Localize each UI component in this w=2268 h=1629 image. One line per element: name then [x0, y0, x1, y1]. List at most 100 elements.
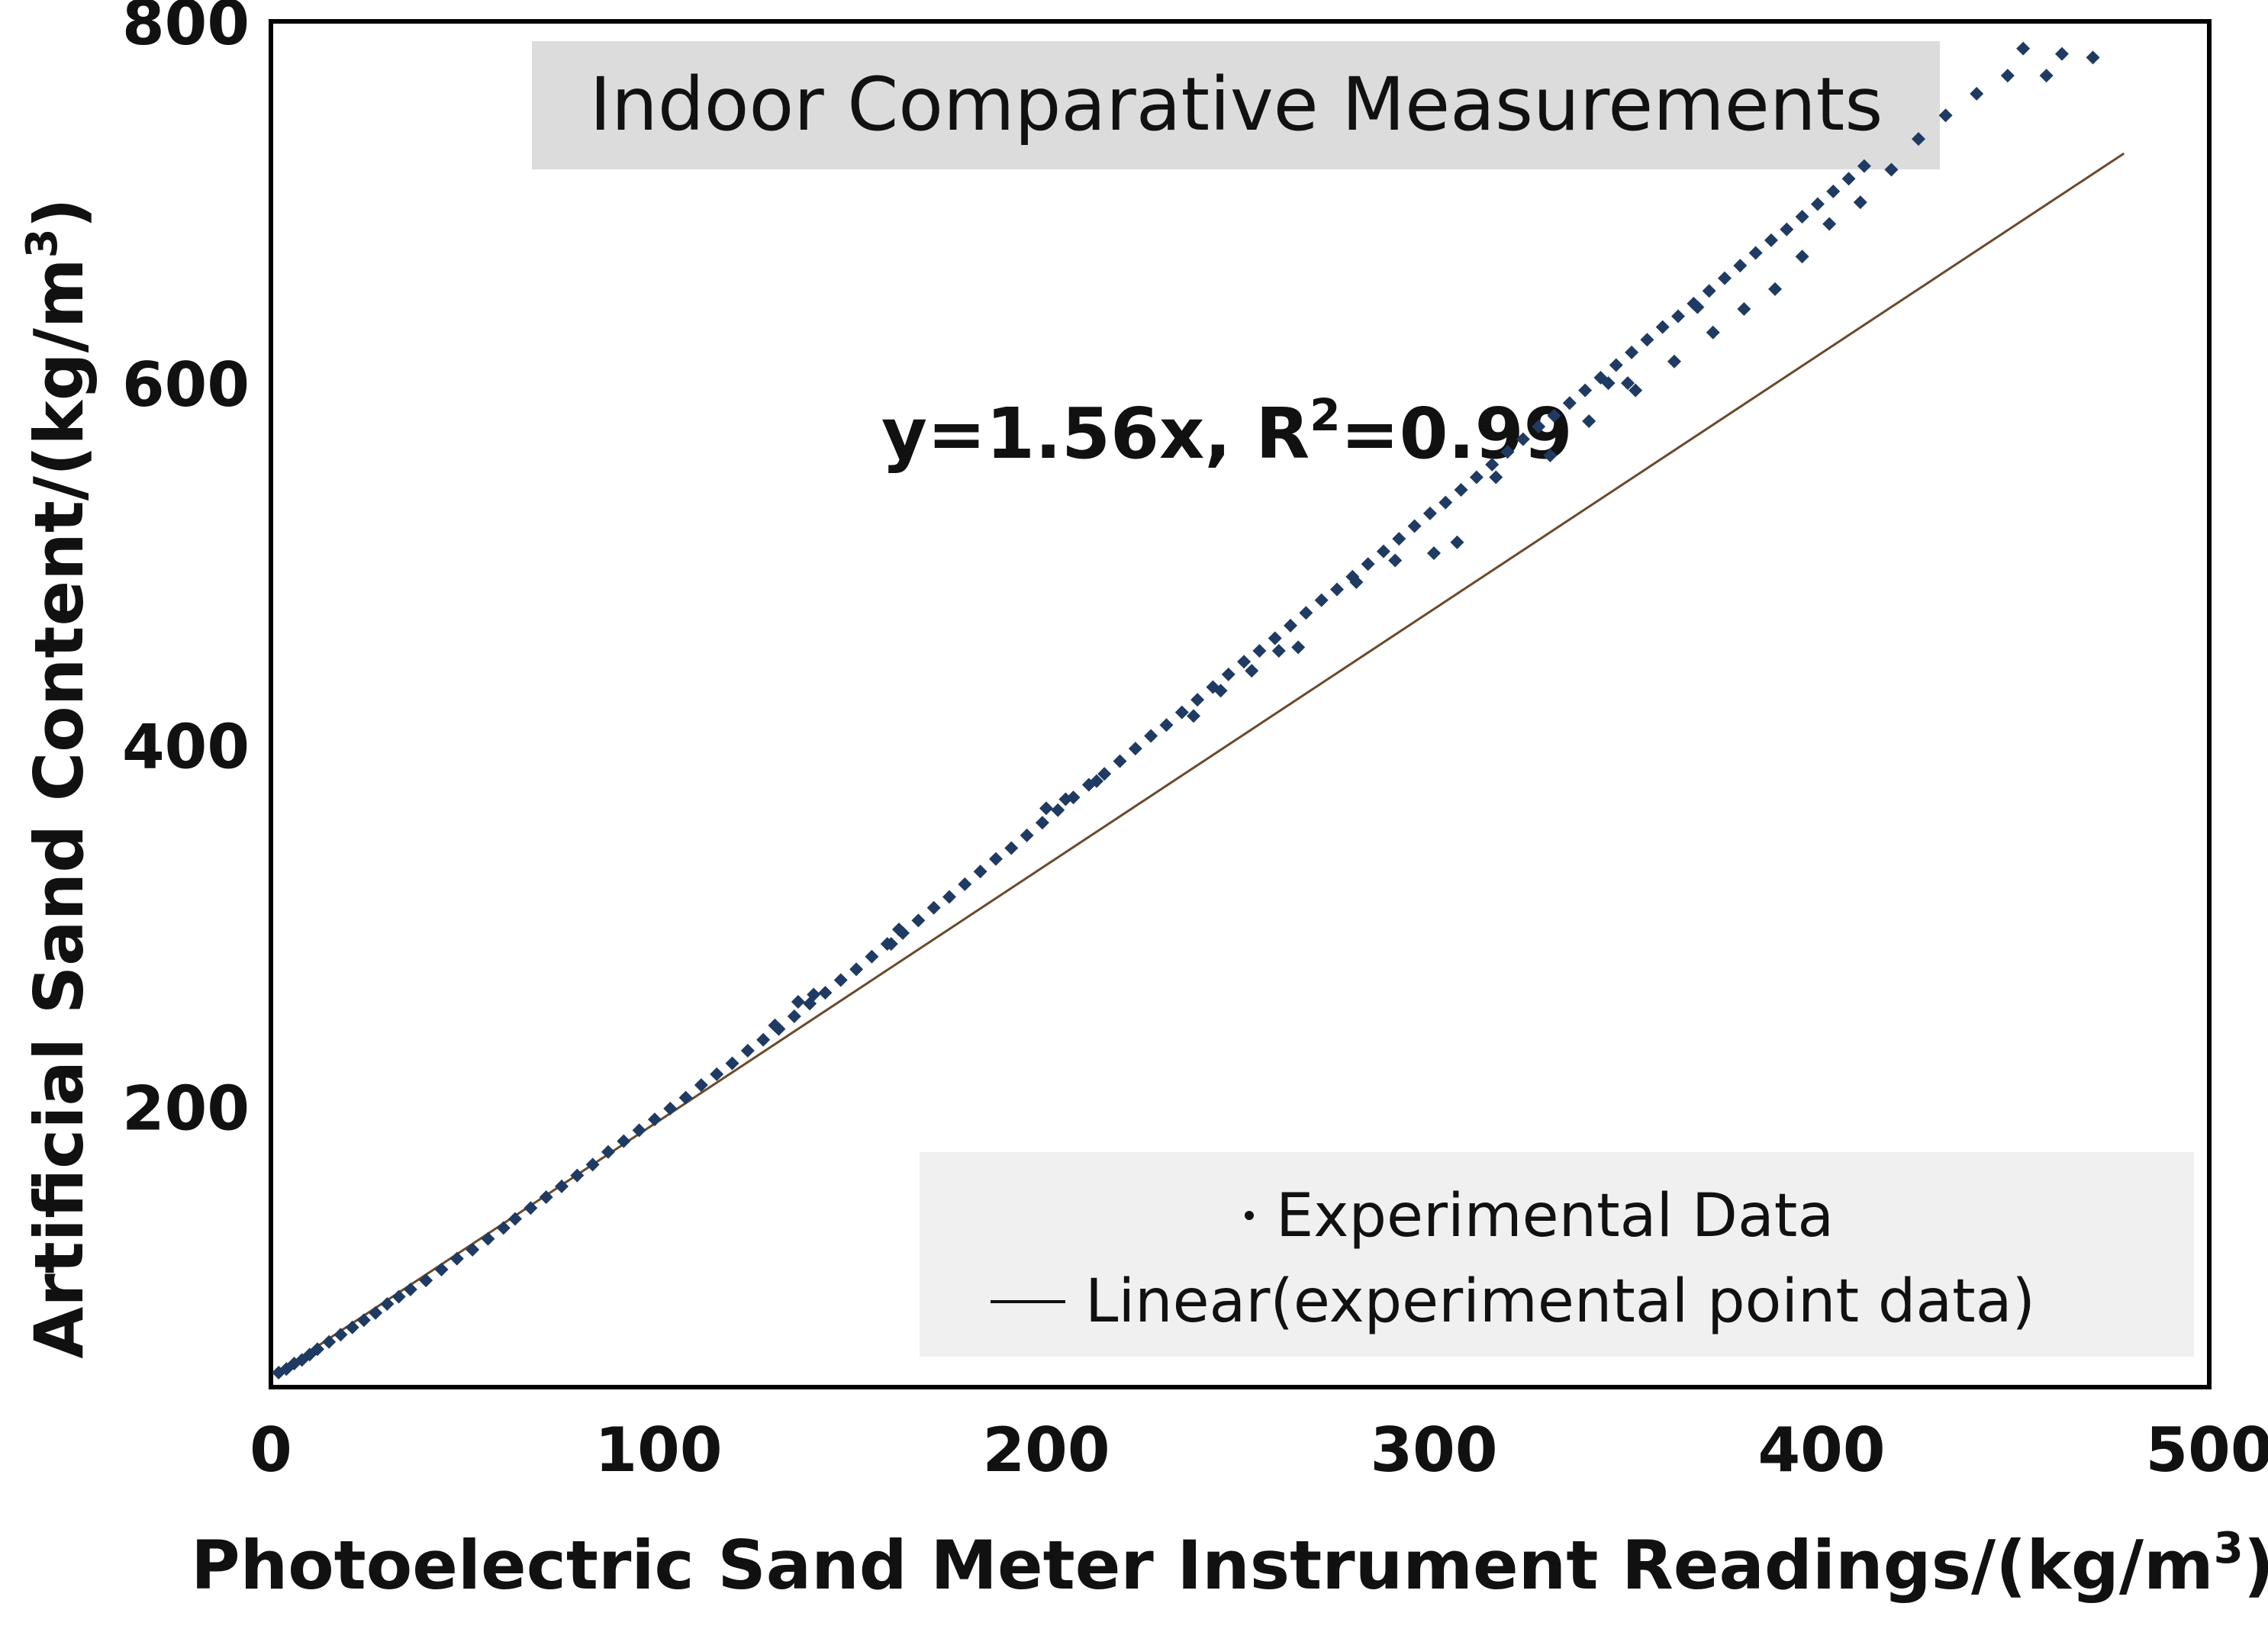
data-point — [849, 962, 863, 976]
data-point — [865, 950, 878, 964]
data-point — [1330, 582, 1344, 596]
data-point — [1272, 644, 1286, 658]
data-point — [1190, 693, 1204, 707]
data-point — [1051, 803, 1065, 817]
data-point — [1609, 358, 1623, 372]
data-point — [1826, 185, 1840, 198]
data-point — [346, 1321, 359, 1334]
x-axis-label: Photoelectric Sand Meter Instrument Read… — [191, 1524, 2268, 1605]
data-point — [1796, 210, 1809, 224]
data-point — [1780, 223, 1793, 237]
data-point — [466, 1243, 479, 1257]
data-point — [380, 1297, 394, 1311]
data-point — [791, 995, 805, 1009]
data-point — [322, 1335, 336, 1349]
data-point — [1667, 355, 1681, 369]
data-point — [1222, 668, 1235, 681]
data-point — [392, 1289, 406, 1303]
data-point — [1423, 507, 1437, 520]
data-point — [1749, 246, 1763, 259]
equation-prefix: y=1.56x, R — [881, 393, 1310, 475]
x-axis-label-sup: 3 — [2214, 1524, 2244, 1573]
y-axis-label-main: Artificial Sand Content/(kg/m — [20, 258, 98, 1358]
x-tick-label: 500 — [2146, 1415, 2268, 1486]
data-point — [1159, 718, 1173, 732]
data-point — [1455, 483, 1468, 497]
data-point — [2055, 47, 2069, 61]
data-point — [450, 1252, 464, 1266]
data-point — [1939, 108, 1953, 122]
data-point — [1129, 742, 1142, 755]
data-point — [1625, 346, 1638, 359]
data-point — [788, 1009, 801, 1023]
data-point — [2001, 69, 2015, 82]
x-tick-label: 0 — [250, 1415, 292, 1486]
legend-label-line: Linear(experimental point data) — [1085, 1267, 2035, 1336]
data-point — [958, 877, 971, 891]
data-point — [1578, 384, 1592, 398]
y-tick-label: 200 — [122, 1074, 250, 1144]
data-point — [1656, 320, 1670, 334]
data-point — [369, 1306, 382, 1320]
data-point — [927, 901, 941, 915]
equation-suffix: =0.99 — [1341, 393, 1573, 475]
x-axis-label-close: ) — [2244, 1526, 2268, 1605]
data-point — [1822, 217, 1836, 231]
y-tick-label: 600 — [122, 349, 250, 420]
data-point — [633, 1123, 646, 1137]
data-point — [1582, 414, 1596, 428]
data-point — [1113, 755, 1127, 768]
y-tick-label: 400 — [122, 711, 250, 782]
data-point — [435, 1263, 449, 1276]
data-point — [1970, 87, 1983, 101]
data-point — [1175, 706, 1189, 720]
chart-title: Indoor Comparative Measurements — [590, 62, 1883, 147]
data-point — [663, 1102, 677, 1116]
data-point — [679, 1091, 693, 1105]
data-point — [648, 1112, 662, 1126]
data-point — [481, 1232, 495, 1246]
data-point — [1284, 619, 1297, 633]
data-point — [756, 1033, 770, 1047]
data-point — [989, 852, 1003, 866]
data-point — [1427, 546, 1441, 560]
equation-superscript: 2 — [1310, 389, 1340, 441]
data-point — [1144, 729, 1158, 742]
data-point — [818, 986, 832, 1000]
data-point — [1020, 829, 1034, 842]
data-point — [419, 1273, 433, 1287]
data-point — [2016, 42, 2030, 56]
legend-label-points: Experimental Data — [1276, 1182, 1834, 1251]
x-tick-label: 400 — [1758, 1415, 1886, 1486]
data-point — [741, 1044, 755, 1058]
x-tick-label: 100 — [595, 1415, 723, 1486]
data-point — [942, 890, 956, 903]
y-axis-label-close: ) — [20, 198, 98, 228]
x-tick-label: 200 — [983, 1415, 1110, 1486]
x-axis-label-main: Photoelectric Sand Meter Instrument Read… — [191, 1526, 2214, 1605]
data-point — [2040, 69, 2054, 82]
data-point — [1811, 197, 1825, 211]
data-point — [1718, 272, 1732, 285]
data-point — [1361, 557, 1375, 571]
y-axis-label-sup: 3 — [18, 228, 67, 258]
data-point — [1640, 333, 1654, 346]
legend-marker-points — [1245, 1211, 1254, 1220]
data-point — [1733, 259, 1747, 272]
data-point — [1706, 326, 1720, 340]
data-point — [974, 864, 987, 878]
data-point — [497, 1221, 511, 1235]
equation-annotation: y=1.56x, R2=0.99 — [881, 389, 1573, 475]
data-point — [1377, 545, 1390, 559]
data-point — [1187, 709, 1200, 723]
data-point — [1450, 536, 1464, 549]
data-point — [1245, 664, 1258, 678]
data-point — [1036, 816, 1049, 829]
data-point — [2086, 50, 2100, 64]
data-point — [1299, 606, 1313, 620]
data-point — [1004, 841, 1018, 855]
data-point — [1388, 554, 1402, 568]
